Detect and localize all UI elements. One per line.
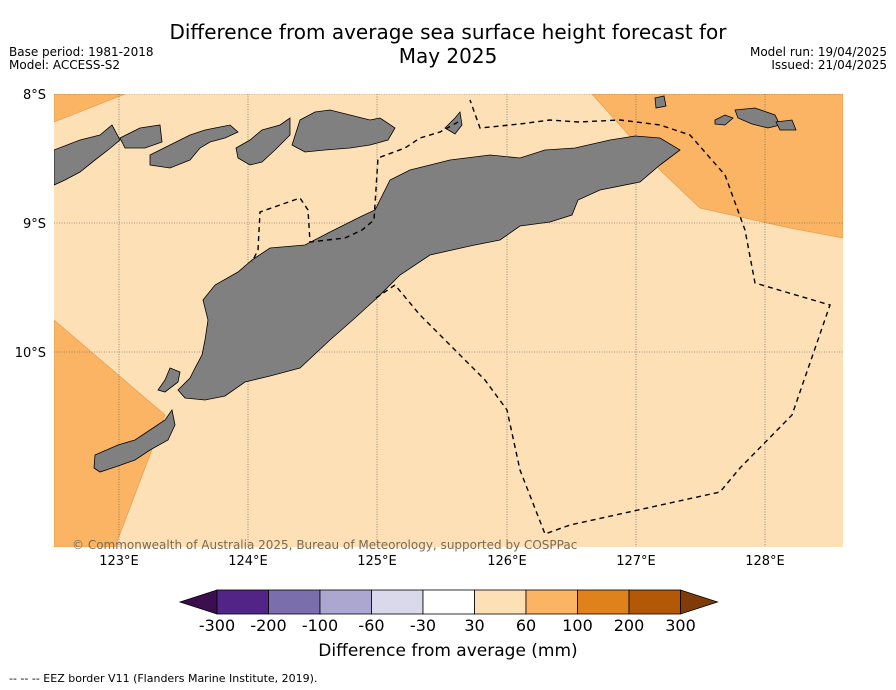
lon-label-124e: 124°E bbox=[228, 554, 268, 569]
lon-label-126e: 126°E bbox=[487, 554, 527, 569]
roti-island bbox=[157, 367, 181, 393]
title-line-2: May 2025 bbox=[398, 44, 498, 68]
moa-island bbox=[734, 107, 781, 129]
colorbar-extend-high bbox=[680, 589, 719, 615]
colorbar-tick-label: 30 bbox=[464, 616, 485, 635]
lon-label-125e: 125°E bbox=[357, 554, 397, 569]
colorbar-label: Difference from average (mm) bbox=[318, 641, 578, 661]
colorbar-segment bbox=[422, 589, 475, 615]
wetar-island bbox=[291, 109, 396, 153]
flores-island bbox=[54, 124, 121, 186]
colorbar bbox=[178, 589, 719, 615]
kisar-island bbox=[654, 95, 667, 109]
colorbar-tick-label: -60 bbox=[358, 616, 385, 635]
colorbar-segment bbox=[525, 589, 578, 615]
atauro-island bbox=[444, 111, 463, 135]
alor-island bbox=[235, 117, 291, 166]
timor-island bbox=[177, 135, 681, 401]
leti-island bbox=[714, 114, 734, 126]
colorbar-segment bbox=[268, 589, 321, 615]
lon-label-128e: 128°E bbox=[745, 554, 785, 569]
eez-border bbox=[251, 99, 831, 535]
meta-right: Model run: 19/04/2025 Issued: 21/04/2025 bbox=[750, 46, 887, 72]
colorbar-segment bbox=[628, 589, 681, 615]
lon-label-127e: 127°E bbox=[616, 554, 656, 569]
meta-left: Base period: 1981-2018 Model: ACCESS-S2 bbox=[9, 46, 154, 72]
lakor-island bbox=[775, 119, 797, 131]
land bbox=[54, 95, 797, 473]
colorbar-tick-label: -30 bbox=[409, 616, 437, 635]
anomaly-zone-northwest bbox=[54, 94, 126, 123]
base-period: Base period: 1981-2018 bbox=[9, 45, 154, 59]
colorbar-segment bbox=[216, 589, 269, 615]
title-line-1: Difference from average sea surface heig… bbox=[169, 20, 727, 44]
issued-date: Issued: 21/04/2025 bbox=[771, 58, 887, 72]
sumba-island bbox=[93, 409, 176, 473]
colorbar-tick-label: 300 bbox=[665, 616, 696, 635]
lat-label-10s: 10°S bbox=[15, 346, 46, 361]
lembata-island bbox=[149, 124, 239, 169]
model-name: Model: ACCESS-S2 bbox=[9, 58, 121, 72]
lon-label-123e: 123°E bbox=[99, 554, 139, 569]
colorbar-segment bbox=[577, 589, 630, 615]
copyright-text: © Commonwealth of Australia 2025, Bureau… bbox=[72, 538, 577, 552]
colorbar-tick-label: -300 bbox=[198, 616, 236, 635]
colorbar-tick-label: -100 bbox=[301, 616, 339, 635]
chart-title: Difference from average sea surface heig… bbox=[0, 20, 896, 68]
colorbar-extend-low bbox=[178, 589, 218, 615]
lat-label-9s: 9°S bbox=[23, 217, 46, 232]
colorbar-tick-label: -200 bbox=[250, 616, 287, 635]
colorbar-tick-label: 60 bbox=[515, 616, 537, 635]
colorbar-tick-label: 200 bbox=[613, 616, 645, 635]
colorbar-segment bbox=[371, 589, 424, 615]
colorbar-tick-label: 100 bbox=[562, 616, 593, 635]
colorbar-segment bbox=[319, 589, 372, 615]
anomaly-zone-southwest bbox=[54, 319, 166, 547]
model-run: Model run: 19/04/2025 bbox=[749, 45, 887, 59]
eez-legend-note: -- -- -- EEZ border V11 (Flanders Marine… bbox=[9, 672, 318, 685]
colorbar-segment bbox=[474, 589, 527, 615]
solor-island bbox=[119, 124, 163, 149]
lat-label-8s: 8°S bbox=[23, 88, 46, 103]
map-area bbox=[54, 94, 843, 547]
